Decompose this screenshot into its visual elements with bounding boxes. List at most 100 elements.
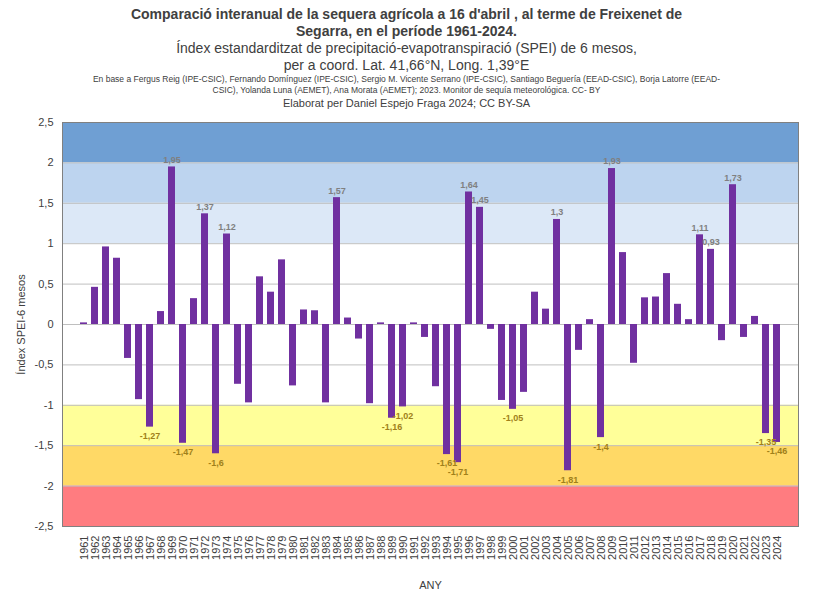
svg-text:2006: 2006: [572, 535, 585, 560]
svg-text:2024: 2024: [771, 536, 783, 560]
svg-text:2020: 2020: [726, 535, 739, 560]
svg-text:1989: 1989: [385, 535, 398, 560]
svg-text:1,3: 1,3: [551, 207, 564, 217]
svg-text:0,93: 0,93: [702, 237, 720, 247]
svg-text:1977: 1977: [253, 535, 266, 560]
svg-text:1983: 1983: [319, 535, 332, 560]
svg-text:1967: 1967: [143, 535, 156, 560]
svg-text:-2: -2: [44, 480, 54, 492]
svg-text:1988: 1988: [374, 535, 387, 560]
svg-text:1,11: 1,11: [691, 223, 708, 233]
svg-text:1990: 1990: [396, 535, 409, 560]
svg-text:1,64: 1,64: [460, 180, 478, 190]
svg-text:-1,71: -1,71: [448, 467, 469, 477]
svg-text:2018: 2018: [704, 535, 717, 560]
svg-text:-1,4: -1,4: [593, 442, 609, 452]
svg-text:-1,02: -1,02: [393, 411, 414, 421]
svg-text:1971: 1971: [187, 535, 200, 560]
svg-text:0,5: 0,5: [38, 278, 53, 290]
svg-text:1976: 1976: [242, 535, 255, 560]
svg-text:1999: 1999: [495, 535, 508, 560]
svg-text:1996: 1996: [462, 535, 475, 560]
svg-text:0: 0: [47, 318, 53, 330]
svg-text:1974: 1974: [220, 535, 233, 560]
svg-text:2013: 2013: [649, 535, 662, 560]
svg-text:-0,5: -0,5: [35, 358, 54, 370]
svg-text:2002: 2002: [528, 535, 541, 560]
svg-text:1962: 1962: [88, 535, 101, 560]
svg-text:1,12: 1,12: [218, 222, 236, 232]
svg-text:ANY: ANY: [419, 579, 442, 591]
svg-text:2005: 2005: [561, 535, 574, 560]
svg-text:2012: 2012: [638, 535, 651, 560]
svg-text:1,45: 1,45: [471, 195, 489, 205]
svg-text:1986: 1986: [352, 535, 365, 560]
svg-text:-1,6: -1,6: [208, 458, 224, 468]
svg-text:2: 2: [47, 156, 53, 168]
svg-text:2003: 2003: [539, 535, 552, 560]
svg-text:1,73: 1,73: [724, 173, 742, 183]
svg-text:-1: -1: [44, 399, 54, 411]
svg-text:1968: 1968: [154, 535, 167, 560]
svg-text:-1,46: -1,46: [767, 446, 788, 456]
svg-text:1994: 1994: [440, 535, 453, 560]
svg-text:1964: 1964: [110, 535, 123, 560]
svg-text:1970: 1970: [176, 535, 189, 560]
svg-text:1966: 1966: [132, 535, 145, 560]
svg-text:1969: 1969: [165, 535, 178, 560]
svg-text:1981: 1981: [297, 535, 310, 560]
svg-text:2014: 2014: [660, 535, 673, 560]
html-text:per a coord. Lat. 41,66°N, Lon: per a coord. Lat. 41,66°N, Long. 1,39°E: [283, 57, 530, 73]
svg-text:2017: 2017: [693, 535, 706, 560]
svg-text:1992: 1992: [418, 535, 431, 560]
svg-text:1997: 1997: [473, 535, 486, 560]
svg-text:-1,47: -1,47: [173, 447, 194, 457]
svg-text:1965: 1965: [121, 535, 134, 560]
svg-text:-1,05: -1,05: [503, 413, 524, 423]
svg-text:1987: 1987: [363, 535, 376, 560]
svg-text:1991: 1991: [407, 535, 420, 560]
svg-text:1978: 1978: [264, 535, 277, 560]
html-text:Comparació interanual de la se: Comparació interanual de la sequera agrí…: [131, 6, 682, 39]
svg-text:2,5: 2,5: [38, 116, 53, 128]
svg-text:-1,81: -1,81: [558, 475, 579, 485]
svg-text:1,5: 1,5: [38, 197, 53, 209]
svg-text:2021: 2021: [737, 535, 750, 560]
svg-text:2019: 2019: [715, 535, 728, 560]
svg-text:1963: 1963: [99, 535, 112, 560]
svg-text:2004: 2004: [550, 535, 563, 560]
svg-text:1,95: 1,95: [163, 155, 181, 165]
svg-text:2015: 2015: [671, 535, 684, 560]
svg-text:2001: 2001: [517, 535, 530, 560]
svg-text:2008: 2008: [594, 535, 607, 560]
svg-text:2016: 2016: [682, 535, 695, 560]
svg-text:2009: 2009: [605, 535, 618, 560]
svg-text:1,37: 1,37: [196, 202, 214, 212]
svg-text:1985: 1985: [341, 535, 354, 560]
svg-text:1979: 1979: [275, 535, 288, 560]
svg-text:1975: 1975: [231, 535, 244, 560]
svg-text:2000: 2000: [506, 535, 519, 560]
svg-text:2010: 2010: [616, 535, 629, 560]
svg-text:1995: 1995: [451, 535, 464, 560]
html-text:Índex estandarditzat de precip: Índex estandarditzat de precipitació-eva…: [176, 40, 637, 56]
svg-text:1,57: 1,57: [328, 186, 346, 196]
svg-text:1980: 1980: [286, 535, 299, 560]
svg-text:2007: 2007: [583, 535, 596, 560]
svg-text:-1,27: -1,27: [140, 431, 161, 441]
svg-text:1993: 1993: [429, 535, 442, 560]
html-text:En base a Fergus Reig (IPE-CSI: En base a Fergus Reig (IPE-CSIC), Fernan…: [92, 74, 721, 95]
svg-text:1973: 1973: [209, 535, 222, 560]
svg-text:1982: 1982: [308, 535, 321, 560]
svg-text:-1,5: -1,5: [35, 439, 54, 451]
svg-text:-2,5: -2,5: [35, 520, 54, 532]
svg-text:1998: 1998: [484, 535, 497, 560]
svg-text:1984: 1984: [330, 535, 343, 560]
svg-text:-1,16: -1,16: [382, 422, 403, 432]
svg-text:1: 1: [47, 237, 53, 249]
svg-text:2011: 2011: [627, 535, 640, 560]
svg-text:Índex SPEI-6 mesos: Índex SPEI-6 mesos: [15, 274, 27, 375]
svg-text:1,93: 1,93: [603, 156, 621, 166]
svg-text:1961: 1961: [77, 535, 90, 560]
svg-text:1972: 1972: [198, 535, 211, 560]
